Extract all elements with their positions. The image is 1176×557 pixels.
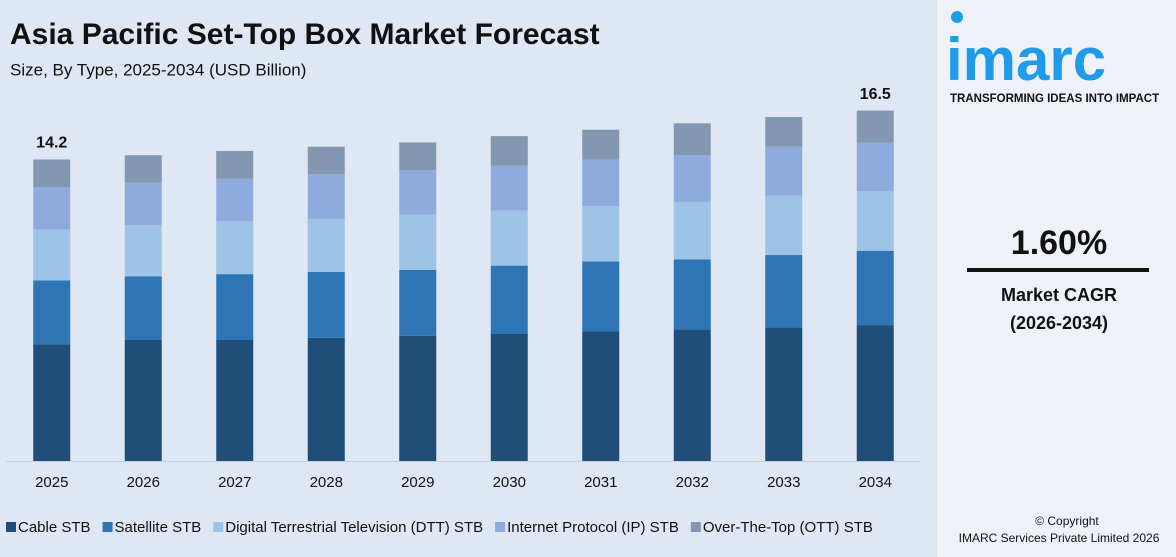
bar-segment bbox=[765, 146, 803, 196]
x-tick-label: 2033 bbox=[767, 474, 800, 491]
bar-segment bbox=[124, 225, 162, 277]
bar-segment bbox=[33, 280, 71, 345]
total-label: 16.5 bbox=[860, 86, 891, 103]
bar-segment bbox=[216, 150, 254, 179]
bar-segment bbox=[490, 165, 528, 211]
x-tick-label: 2030 bbox=[493, 474, 526, 491]
legend-swatch bbox=[102, 522, 113, 532]
bar-segment bbox=[307, 218, 345, 273]
bar-segment bbox=[307, 146, 345, 175]
bar-segment bbox=[856, 110, 894, 143]
x-tick-label: 2034 bbox=[859, 474, 892, 491]
x-tick-label: 2029 bbox=[401, 474, 434, 491]
bar-segment bbox=[582, 129, 620, 160]
legend-swatch bbox=[6, 522, 16, 532]
bar-segment bbox=[33, 187, 71, 230]
bar-segment bbox=[399, 335, 437, 461]
company: IMARC Services Private Limited 2026 bbox=[959, 531, 1160, 545]
bar-segment bbox=[399, 269, 437, 336]
legend-label: Over-The-Top (OTT) STB bbox=[703, 519, 873, 536]
bar-segment bbox=[490, 333, 528, 461]
x-tick-label: 2028 bbox=[310, 474, 343, 491]
bar-segment bbox=[124, 276, 162, 340]
bar-segment bbox=[490, 210, 528, 266]
bar-segment bbox=[765, 327, 803, 461]
bar-segment bbox=[490, 136, 528, 166]
total-label: 14.2 bbox=[36, 135, 67, 152]
x-tick-label: 2031 bbox=[584, 474, 617, 491]
bar-segment bbox=[582, 206, 620, 262]
bar-segment bbox=[490, 265, 528, 334]
bar-segment bbox=[856, 325, 894, 461]
legend-label: Digital Terrestrial Television (DTT) STB bbox=[225, 519, 483, 536]
legend-swatch bbox=[213, 522, 224, 532]
bar-segment bbox=[124, 182, 162, 226]
bar-segment bbox=[673, 329, 711, 461]
bar-segment bbox=[124, 155, 162, 183]
x-tick-label: 2025 bbox=[35, 474, 68, 491]
bar-segment bbox=[307, 174, 345, 219]
bar-segment bbox=[124, 339, 162, 461]
bar-segment bbox=[216, 178, 254, 222]
bar-segment bbox=[33, 229, 71, 281]
bar-segment bbox=[673, 259, 711, 330]
bar-segment bbox=[673, 201, 711, 260]
bar-segment bbox=[582, 159, 620, 207]
tagline: TRANSFORMING IDEAS INTO IMPACT bbox=[950, 93, 1159, 105]
cagr-label: Market CAGR bbox=[1001, 285, 1117, 305]
chart-title: Asia Pacific Set-Top Box Market Forecast bbox=[10, 18, 600, 51]
cagr-rule bbox=[967, 268, 1149, 272]
legend-label: Satellite STB bbox=[115, 519, 202, 536]
bar-segment bbox=[765, 116, 803, 147]
side-panel bbox=[937, 0, 1176, 557]
cagr-period: (2026-2034) bbox=[1010, 313, 1108, 333]
bar-segment bbox=[307, 337, 345, 461]
legend-label: Internet Protocol (IP) STB bbox=[507, 519, 679, 536]
legend-label: Cable STB bbox=[18, 519, 91, 536]
bar-segment bbox=[856, 250, 894, 326]
legend-swatch bbox=[690, 522, 701, 532]
bar-segment bbox=[399, 142, 437, 171]
bar-segment bbox=[33, 344, 71, 461]
x-tick-label: 2027 bbox=[218, 474, 251, 491]
cagr-value: 1.60% bbox=[1011, 224, 1107, 262]
bar-segment bbox=[673, 123, 711, 156]
legend-swatch bbox=[495, 522, 506, 532]
copyright: © Copyright bbox=[1035, 514, 1099, 528]
bar-segment bbox=[765, 195, 803, 256]
bar-segment bbox=[399, 214, 437, 270]
bar-segment bbox=[399, 170, 437, 215]
bar-segment bbox=[216, 274, 254, 340]
logo: imarc bbox=[946, 26, 1106, 93]
bar-segment bbox=[216, 339, 254, 461]
x-tick-label: 2032 bbox=[676, 474, 709, 491]
bar-segment bbox=[673, 155, 711, 202]
bar-segment bbox=[216, 221, 254, 275]
bar-segment bbox=[856, 142, 894, 192]
bar-segment bbox=[582, 261, 620, 332]
bar-segment bbox=[582, 331, 620, 461]
x-tick-label: 2026 bbox=[127, 474, 160, 491]
bar-segment bbox=[307, 272, 345, 338]
bar-segment bbox=[856, 191, 894, 251]
chart-subtitle: Size, By Type, 2025-2034 (USD Billion) bbox=[10, 60, 306, 79]
bar-segment bbox=[765, 255, 803, 328]
logo-dot bbox=[951, 11, 963, 23]
bar-segment bbox=[33, 159, 71, 188]
